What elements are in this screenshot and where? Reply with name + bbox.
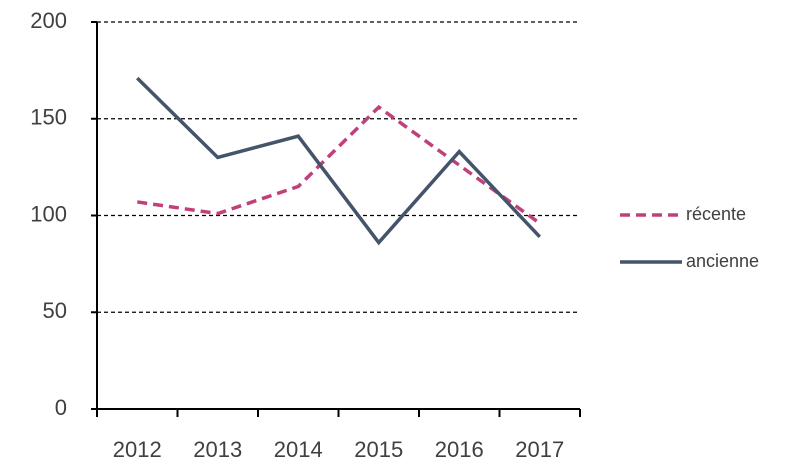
x-tick-label: 2017 xyxy=(515,437,564,462)
x-tick-label: 2015 xyxy=(354,437,403,462)
x-tick-label: 2012 xyxy=(113,437,162,462)
y-tick-label: 200 xyxy=(30,8,67,33)
x-tick-label: 2014 xyxy=(274,437,323,462)
x-tick-label: 2013 xyxy=(193,437,242,462)
y-tick-label: 50 xyxy=(43,298,67,323)
y-tick-label: 0 xyxy=(55,395,67,420)
y-tick-label: 100 xyxy=(30,201,67,226)
series-line xyxy=(137,104,541,225)
y-tick-label: 150 xyxy=(30,105,67,130)
legend-label: récente xyxy=(686,204,746,224)
legend-label: ancienne xyxy=(686,251,759,271)
x-tick-label: 2016 xyxy=(435,437,484,462)
series-line xyxy=(136,76,542,246)
